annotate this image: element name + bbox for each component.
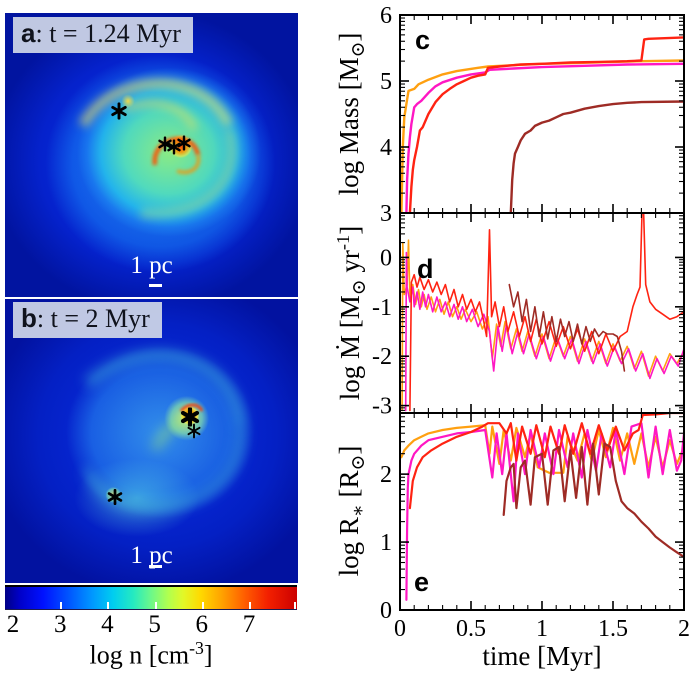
colorbar-tick xyxy=(249,602,251,609)
axis-text: 5 xyxy=(380,69,392,95)
sun-symbol: ⊙ xyxy=(348,41,370,58)
star-marker xyxy=(107,488,123,506)
plot-panel-c: 6 5 4 3 c xyxy=(380,3,685,227)
axis-text: 2 xyxy=(380,462,392,488)
series-magenta xyxy=(405,62,684,213)
series-dark-red xyxy=(509,100,684,213)
scalebar-label-a: 1 pc xyxy=(130,252,173,279)
gas-arm-graphic-a xyxy=(78,78,237,219)
series-red xyxy=(408,36,684,213)
series-orange xyxy=(400,59,684,213)
ytitle-c-close: ] xyxy=(333,32,364,42)
colorbar-tick-label: 4 xyxy=(101,611,114,638)
series-red xyxy=(409,213,684,412)
panel-a-label: a: t = 1.24 Myr xyxy=(13,17,193,54)
ytitle-e-close: ] xyxy=(333,445,364,455)
star-marker xyxy=(157,136,172,152)
scalebar-a xyxy=(148,284,162,287)
colorbar-tick xyxy=(201,602,204,609)
scalebar-b xyxy=(148,565,162,568)
colorbar-tick-label: 5 xyxy=(148,611,161,638)
axis-text: -1 xyxy=(372,295,392,321)
y-axis-title-mass: log Mass [M⊙] xyxy=(334,33,370,196)
axis-text: c xyxy=(415,25,430,55)
axis-text: -2 xyxy=(372,344,392,370)
density-map-b: b: t = 2 Myr 1 pc xyxy=(5,299,298,583)
axis-text: 1 xyxy=(380,530,392,556)
axis-text: 1 xyxy=(536,616,548,642)
colorbar-tick xyxy=(154,602,157,609)
axis-text: 4 xyxy=(380,135,392,161)
ytitle-d-close: ] xyxy=(334,225,365,235)
axis-text: e xyxy=(414,567,429,597)
sun-symbol: ⊙ xyxy=(349,279,371,296)
series-dark-red xyxy=(502,442,684,559)
axis-text: 0 xyxy=(380,598,392,624)
panel-b-letter: b xyxy=(21,303,37,333)
colorbar-caption-post: ] xyxy=(203,640,213,670)
asterisk-symbol: ∗ xyxy=(348,504,370,518)
colorbar-caption-pre: log n [cm xyxy=(89,640,190,670)
star-marker xyxy=(177,134,192,151)
axis-text: 6 xyxy=(380,3,392,29)
axis-text: 3 xyxy=(380,201,392,227)
axis-text: d xyxy=(417,254,434,284)
colorbar-tick xyxy=(60,602,63,609)
exponent: -1 xyxy=(332,234,353,251)
ytitle-e-units: [R xyxy=(333,470,364,505)
series-orange xyxy=(401,239,684,412)
axis-text: 0 xyxy=(380,245,392,271)
panel-b-label: b: t = 2 Myr xyxy=(13,302,162,339)
y-axis-title-radius: log R∗ [R⊙] xyxy=(334,446,370,577)
axis-text: 1.5 xyxy=(598,616,628,642)
axis-text: -3 xyxy=(372,394,392,420)
axis-text: 2 xyxy=(678,616,690,642)
series-red xyxy=(408,413,684,510)
colorbar-tick-label: 7 xyxy=(242,611,256,638)
colorbar-caption: log n [cm-3] xyxy=(5,638,297,671)
sun-symbol: ⊙ xyxy=(348,454,370,471)
panel-a-letter: a xyxy=(21,18,36,48)
plot-panel-e: 2 1 0e xyxy=(380,412,685,624)
star-marker xyxy=(180,406,199,428)
colorbar-tick xyxy=(107,602,110,609)
star-marker xyxy=(186,423,201,439)
panel-a-time: : t = 1.24 Myr xyxy=(35,19,181,48)
panel-b-time: : t = 2 Myr xyxy=(36,304,150,333)
ytitle-d-text: log Ṁ [M xyxy=(334,295,365,401)
series-dark-red xyxy=(508,283,626,372)
colorbar-tick-label: 2 xyxy=(6,611,20,638)
density-map-a: a: t = 1.24 Myr 1 pc xyxy=(5,13,298,297)
ytitle-c-text: log Mass [M xyxy=(333,57,364,196)
axis-text: 0.5 xyxy=(456,616,486,642)
ytitle-e-text: log R xyxy=(333,517,364,577)
series-magenta xyxy=(404,251,684,412)
colorbar-tick-labels: 2 3 4 5 6 7 xyxy=(5,611,297,638)
colorbar-tick xyxy=(294,602,296,609)
plot-panel-d: 0 -1 -2 -3 d xyxy=(372,212,685,420)
colorbar-caption-sup: -3 xyxy=(189,638,204,658)
colorbar xyxy=(5,585,297,610)
scalebar-label-b: 1 pc xyxy=(130,542,173,569)
x-axis-title: time [Myr] xyxy=(482,641,602,671)
gas-arm-graphic-b xyxy=(82,349,247,513)
star-marker xyxy=(110,102,127,120)
axis-text: 0 xyxy=(394,616,406,642)
colorbar-tick-label: 6 xyxy=(195,611,209,638)
y-axis-title-mdot: log Ṁ [M⊙ yr-1] xyxy=(333,226,371,400)
colorbar-tick-label: 3 xyxy=(53,611,67,638)
ytitle-d-units: yr xyxy=(334,250,365,280)
